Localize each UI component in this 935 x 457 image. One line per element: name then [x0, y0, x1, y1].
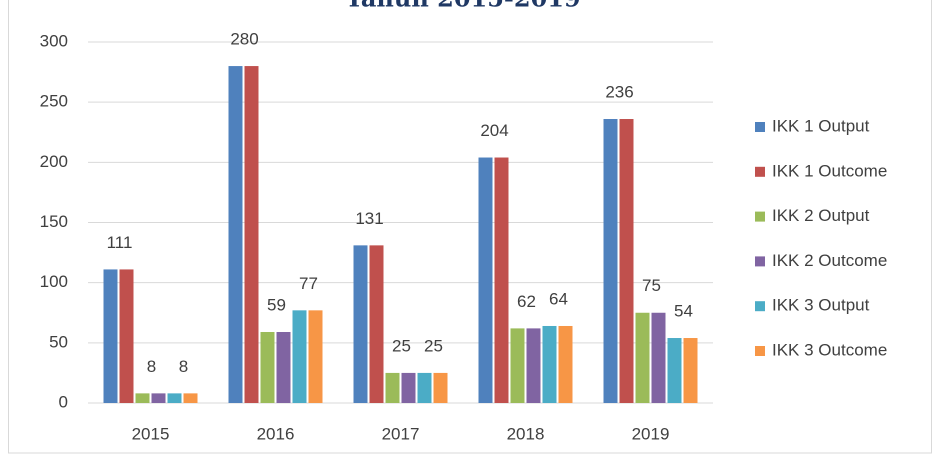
data-label: 8: [147, 357, 156, 376]
data-label: 204: [480, 121, 508, 140]
bar: [135, 393, 150, 403]
bar: [385, 372, 400, 403]
bar: [183, 393, 198, 403]
x-tick-label: 2017: [382, 424, 420, 443]
bar: [478, 157, 493, 403]
data-label: 64: [549, 289, 568, 308]
bar: [635, 312, 650, 403]
data-label: 236: [605, 82, 633, 101]
legend-swatch: [755, 256, 765, 267]
data-label: 131: [355, 209, 383, 228]
legend-label: IKK 2 Outcome: [772, 251, 887, 270]
x-tick-label: 2015: [132, 424, 170, 443]
y-tick-label: 50: [49, 332, 68, 351]
bar: [167, 393, 182, 403]
bar: [244, 66, 259, 404]
data-label: 25: [424, 336, 443, 355]
bar: [542, 325, 557, 403]
bar: [228, 66, 243, 404]
bar: [510, 328, 525, 403]
bar: [119, 269, 134, 403]
legend-label: IKK 2 Output: [772, 206, 870, 225]
chart-title: Tahun 2015-2019: [345, 0, 580, 13]
data-label: 8: [179, 357, 188, 376]
legend-swatch: [755, 301, 765, 312]
x-tick-label: 2018: [507, 424, 545, 443]
bar: [369, 245, 384, 403]
legend-label: IKK 1 Outcome: [772, 161, 887, 180]
legend-swatch: [755, 211, 765, 222]
x-tick-label: 2019: [632, 424, 670, 443]
chart-border: [8, 0, 932, 454]
bar: [494, 157, 509, 403]
data-label: 62: [517, 292, 536, 311]
data-label: 77: [299, 274, 318, 293]
bar: [260, 332, 275, 403]
data-label: 75: [642, 276, 661, 295]
legend-label: IKK 1 Output: [772, 116, 870, 135]
bar: [433, 372, 448, 403]
bar: [651, 312, 666, 403]
legend-label: IKK 3 Output: [772, 296, 870, 315]
y-tick-label: 300: [40, 31, 68, 50]
bar: [558, 325, 573, 403]
legend-swatch: [755, 166, 765, 177]
y-tick-label: 100: [40, 272, 68, 291]
data-label: 25: [392, 336, 411, 355]
bar: [417, 372, 432, 403]
bar: [308, 310, 323, 403]
bar: [526, 328, 541, 403]
data-label: 280: [230, 30, 258, 49]
data-label: 54: [674, 302, 693, 321]
y-tick-label: 250: [40, 92, 68, 111]
bar: [151, 393, 166, 403]
bar: [401, 372, 416, 403]
bar: [292, 310, 307, 403]
bar: [683, 338, 698, 403]
y-tick-label: 150: [40, 212, 68, 231]
bar: [619, 119, 634, 403]
bar: [353, 245, 368, 403]
legend-swatch: [755, 122, 765, 132]
legend-label: IKK 3 Outcome: [772, 340, 887, 359]
bar: [276, 332, 291, 403]
bar: [103, 269, 118, 403]
y-tick-label: 0: [59, 392, 68, 411]
y-tick-label: 200: [40, 152, 68, 171]
bar: [603, 119, 618, 403]
data-label: 111: [107, 233, 133, 252]
legend-swatch: [755, 346, 765, 356]
x-tick-label: 2016: [257, 424, 295, 443]
data-label: 59: [267, 295, 286, 314]
bar: [667, 338, 682, 403]
